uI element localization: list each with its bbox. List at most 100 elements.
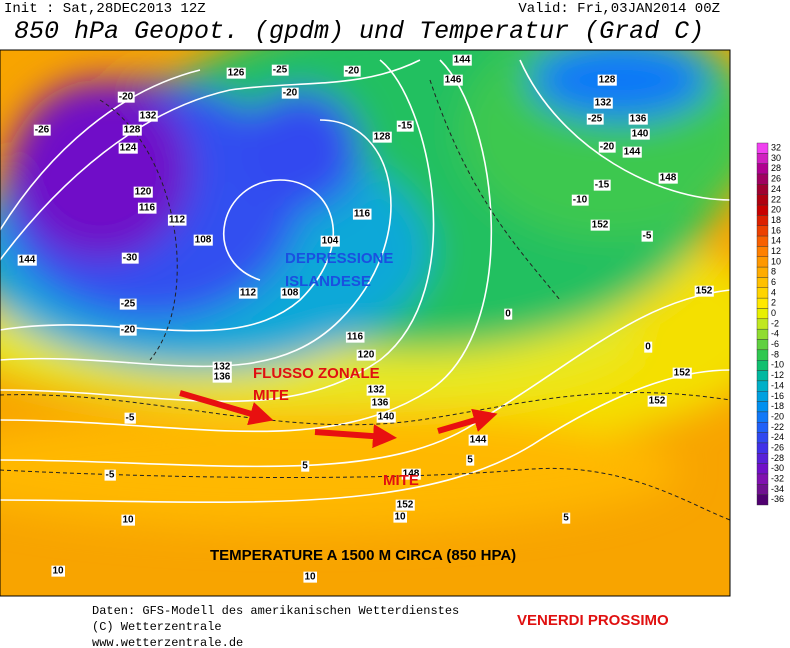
colorbar-label: -18 <box>771 401 784 411</box>
label-box <box>562 512 571 524</box>
label-box <box>122 124 142 136</box>
arrow <box>179 390 274 426</box>
contour-label: 140 <box>378 412 395 423</box>
colorbar-cell <box>756 328 769 340</box>
colorbar-cell <box>756 422 769 433</box>
label-box <box>320 235 340 247</box>
colorbar-label: 16 <box>771 225 781 235</box>
label-box <box>212 361 232 373</box>
label-box <box>345 331 365 343</box>
label-box <box>138 110 158 122</box>
colorbar-label: -14 <box>771 380 784 390</box>
contour-label: 0 <box>645 342 651 353</box>
contour-label: 132 <box>595 98 612 109</box>
colorbar-label: -24 <box>771 432 784 442</box>
contour-label: 5 <box>467 455 473 466</box>
label-box <box>468 434 488 446</box>
contour-label: 112 <box>169 215 186 226</box>
contour-label: 108 <box>282 288 299 299</box>
label-box <box>212 371 232 383</box>
colorbar-label: -22 <box>771 422 784 432</box>
colorbar-cell <box>756 370 769 382</box>
label-box <box>343 65 361 77</box>
contour-label: -5 <box>643 231 652 242</box>
contour-label: 104 <box>322 236 339 247</box>
contour-label: -20 <box>283 88 298 99</box>
colorbar-cell <box>756 235 769 247</box>
contour-label: 10 <box>394 512 406 523</box>
label-box <box>356 349 376 361</box>
label-box <box>396 120 414 132</box>
contour-label: 136 <box>630 114 647 125</box>
contour-label: 5 <box>563 513 569 524</box>
contour-label: -5 <box>126 413 135 424</box>
label-box <box>466 454 475 466</box>
colorbar-label: 18 <box>771 215 781 225</box>
contour-label: 10 <box>122 515 134 526</box>
colorbar-label: -32 <box>771 474 784 484</box>
label-box <box>641 230 653 242</box>
label-box <box>33 124 51 136</box>
contour-label: -20 <box>345 66 360 77</box>
colorbar-cell <box>756 349 769 361</box>
contour-label: 144 <box>19 255 36 266</box>
contour-label: 140 <box>632 129 649 140</box>
colorbar-label: 20 <box>771 205 781 215</box>
label-box <box>644 341 653 353</box>
contour-label: -25 <box>588 114 603 125</box>
contour-label: 152 <box>674 368 691 379</box>
label-box <box>238 287 258 299</box>
colorbar-label: -2 <box>771 318 779 328</box>
annotation: DEPRESSIONE <box>285 250 393 267</box>
label-box <box>280 287 300 299</box>
contour-label: 0 <box>505 309 511 320</box>
colorbar-label: 32 <box>771 143 781 153</box>
label-box <box>226 67 246 79</box>
label-box <box>301 460 310 472</box>
colorbar-cell <box>756 215 769 226</box>
label-box <box>598 141 616 153</box>
colorbar-label: 8 <box>771 267 776 277</box>
annotation: TEMPERATURE A 1500 M CIRCA (850 HPA) <box>210 547 516 564</box>
label-box <box>281 87 299 99</box>
colorbar-cell <box>756 204 769 216</box>
label-box <box>658 172 678 184</box>
contour-label: 152 <box>592 220 609 231</box>
colorbar-label: 12 <box>771 246 781 256</box>
contour-label: 148 <box>660 173 677 184</box>
contour-label: 128 <box>374 132 391 143</box>
contour-label: 10 <box>304 572 316 583</box>
contour-label: 152 <box>649 396 666 407</box>
contour-label: 128 <box>599 75 616 86</box>
label-box <box>370 397 390 409</box>
red-arrows <box>179 390 498 449</box>
footer-source: (C) Wetterzentrale <box>92 620 222 634</box>
label-box <box>694 285 714 297</box>
label-box <box>590 219 610 231</box>
colorbar-cell <box>756 184 769 195</box>
label-box <box>118 142 138 154</box>
colorbar-cell <box>756 484 769 495</box>
arrow <box>314 424 397 449</box>
colorbar-label: 4 <box>771 287 776 297</box>
label-box <box>630 128 650 140</box>
colorbar-label: -28 <box>771 453 784 463</box>
colorbar-cell <box>756 256 769 268</box>
label-box <box>51 565 65 577</box>
contour-label: 124 <box>120 143 137 154</box>
label-box <box>104 469 116 481</box>
annotation: MITE <box>383 472 419 489</box>
label-box <box>121 252 139 264</box>
colorbar-cell <box>756 473 769 485</box>
contour-label: 144 <box>454 55 471 66</box>
contour-label: 116 <box>139 203 156 214</box>
contour-label: 128 <box>124 125 141 136</box>
label-box <box>117 91 135 103</box>
contour-label: 10 <box>52 566 64 577</box>
colorbar-cell <box>756 225 769 237</box>
contour-label: -20 <box>600 142 615 153</box>
label-box <box>167 214 187 226</box>
